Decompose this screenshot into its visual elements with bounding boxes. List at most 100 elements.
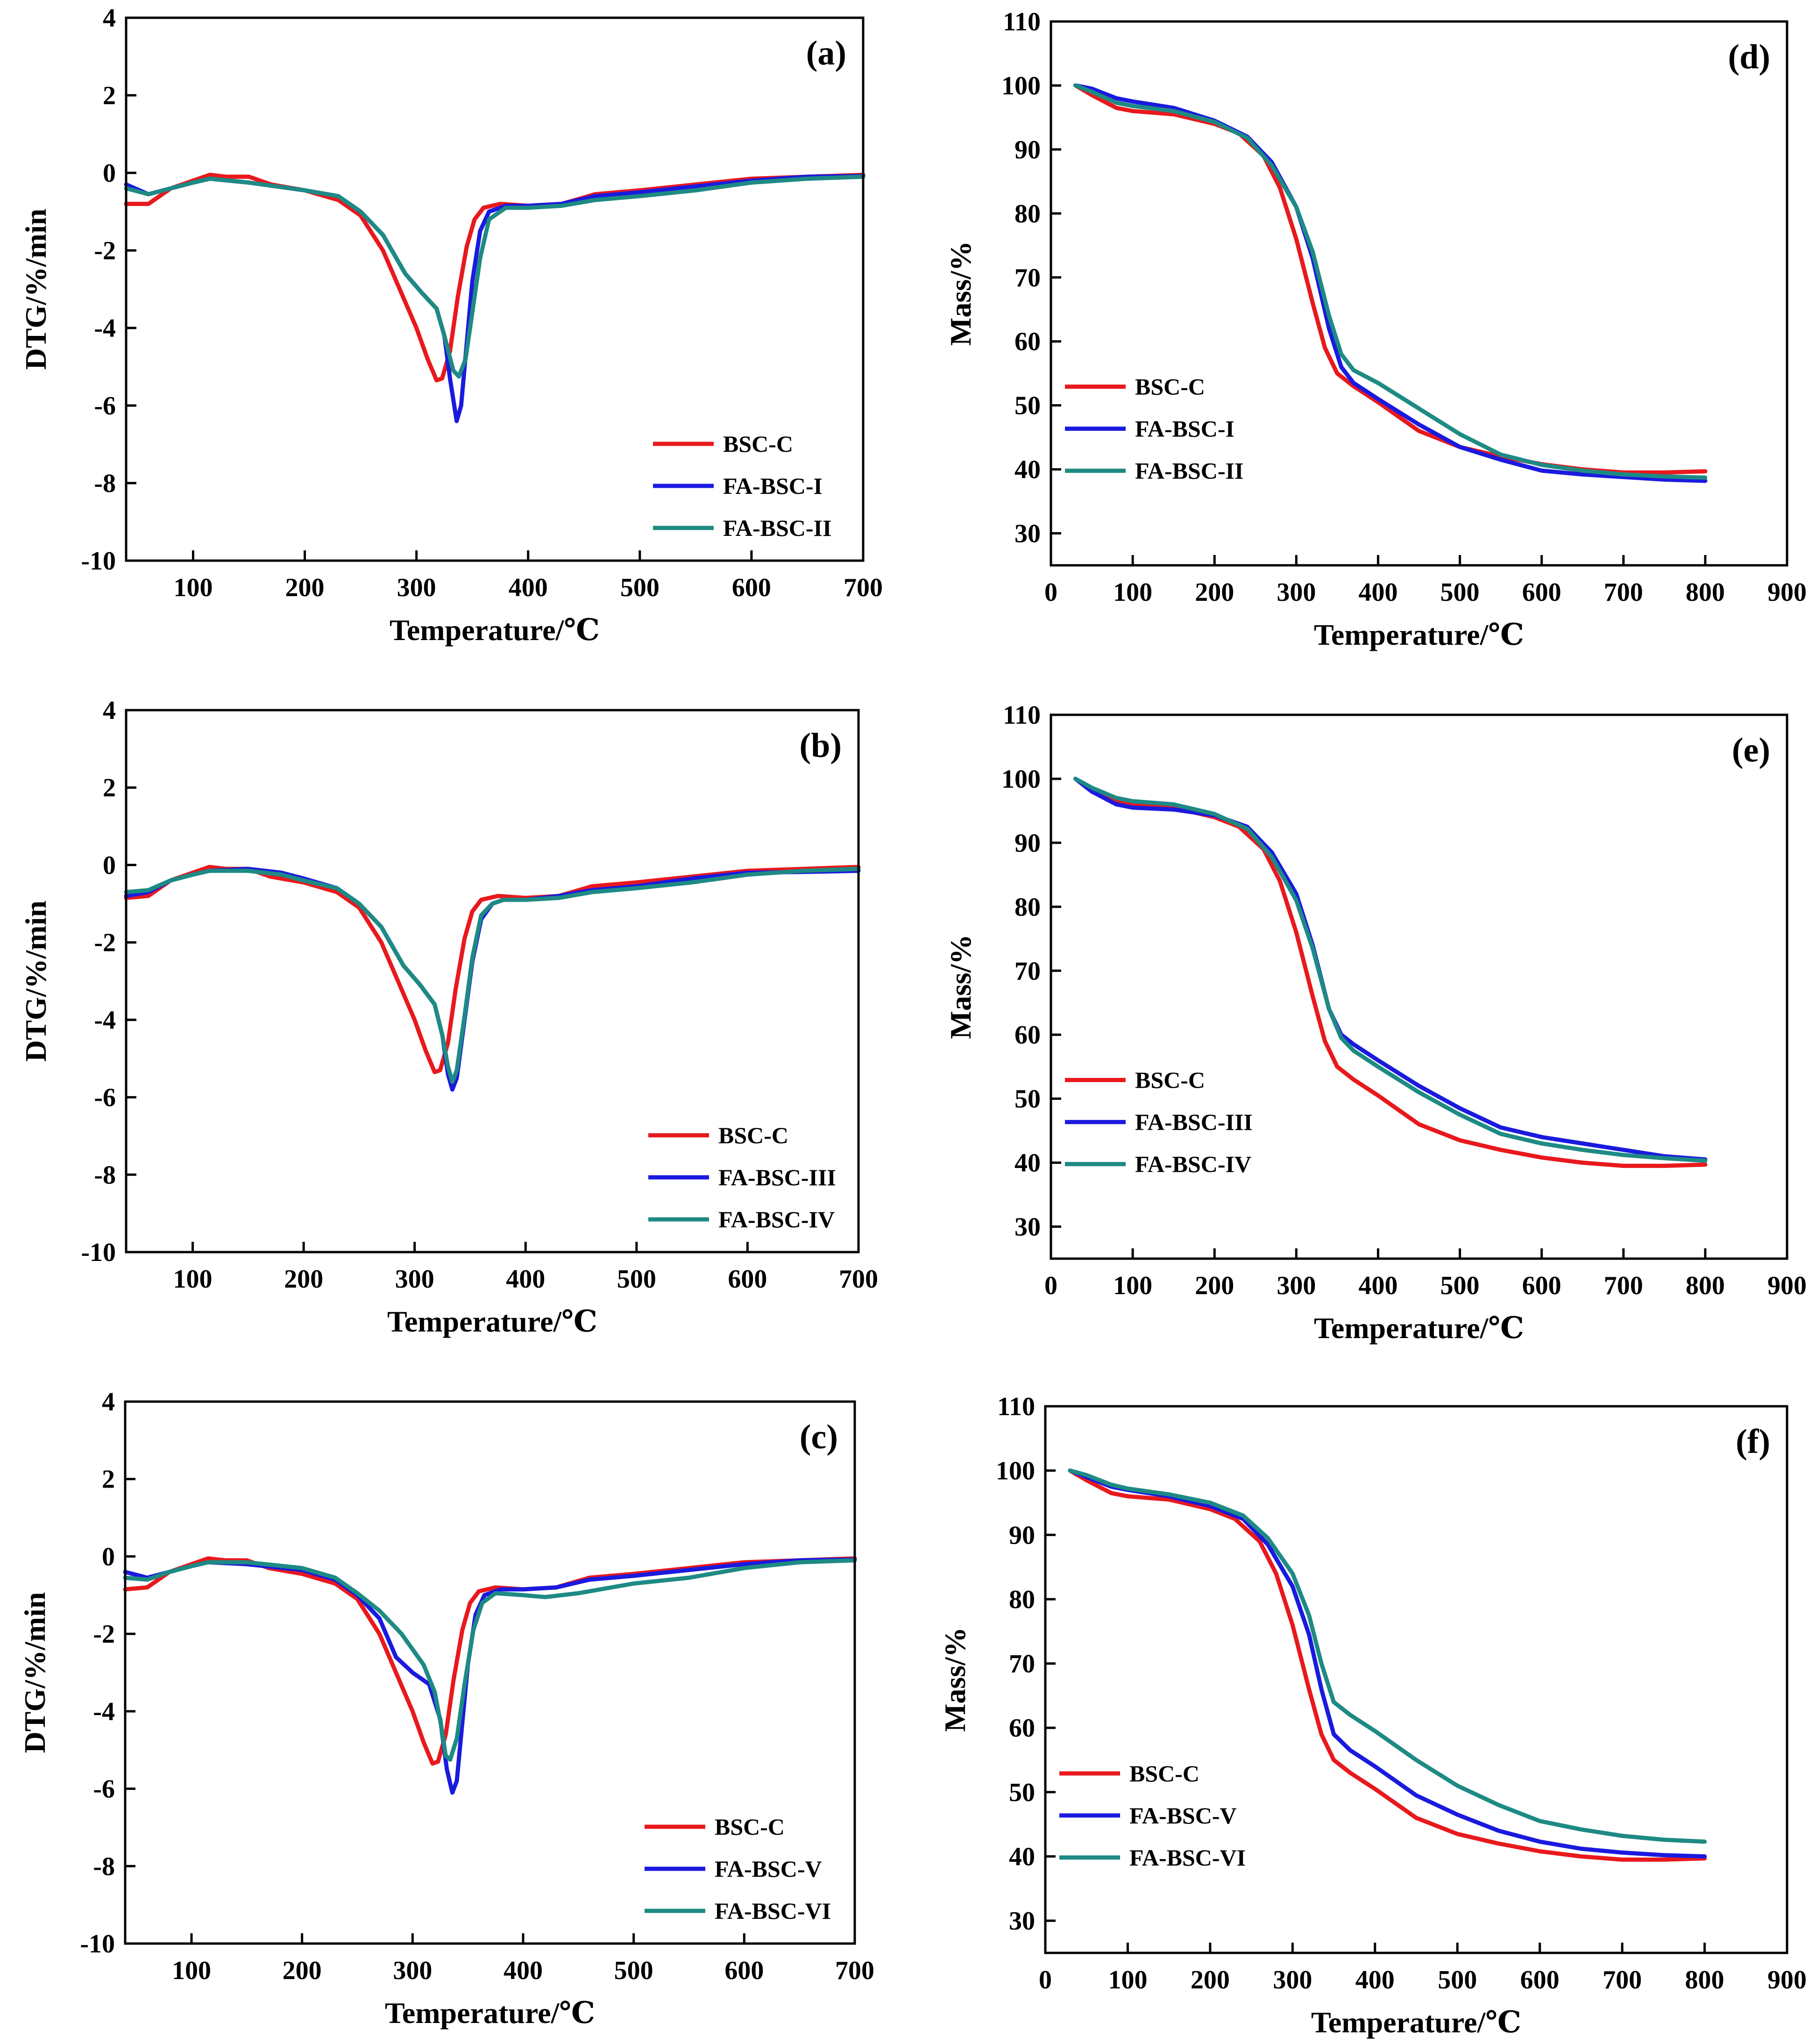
x-tick-label: 100 (1108, 1966, 1147, 1994)
legend-label: BSC-C (718, 1122, 788, 1148)
series-line-f-bsc-c (1068, 1468, 1707, 1862)
y-tick-label: -8 (94, 469, 116, 498)
y-tick-label: -2 (94, 236, 116, 265)
x-tick-label: 200 (1195, 1271, 1234, 1300)
legend-label: BSC-C (1135, 1067, 1205, 1093)
y-tick-label: 80 (1014, 893, 1041, 922)
y-tick-label: 4 (102, 1388, 115, 1417)
y-tick-label: 90 (1014, 829, 1041, 858)
x-tick-label: 700 (835, 1956, 874, 1985)
x-axis-label: Temperature/℃ (387, 1305, 597, 1338)
x-tick-label: 500 (614, 1956, 653, 1985)
legend-label: FA-BSC-V (715, 1856, 822, 1882)
y-tick-label: 110 (1003, 7, 1041, 36)
series-line-a-bsc-c (124, 172, 865, 383)
plot-frame-e (1050, 713, 1788, 1260)
chart-panel-a: 100 200 300 400 500 600 700 -10 -8 -6 -4 -2 0 2 4 Tempe… (19, 4, 883, 647)
legend-label: FA-BSC-IV (718, 1206, 835, 1232)
x-tick-label: 500 (1440, 1271, 1480, 1300)
y-tick-label: 60 (1009, 1714, 1035, 1743)
x-tick-label: 0 (1039, 1966, 1052, 1994)
legend-label: FA-BSC-IV (1135, 1151, 1251, 1177)
panel-label: (d) (1728, 38, 1770, 76)
x-tick-label: 200 (284, 1265, 323, 1294)
x-tick-label: 900 (1767, 578, 1807, 607)
x-tick-label: 900 (1767, 1966, 1807, 1994)
x-tick-label: 400 (506, 1265, 545, 1294)
y-tick-label: 110 (1003, 701, 1041, 730)
y-axis-label: DTG/%/min (19, 901, 52, 1062)
y-tick-label: 30 (1014, 1213, 1041, 1242)
x-tick-label: 300 (395, 1265, 434, 1294)
panel-label: (b) (800, 726, 842, 765)
x-axis-label: Temperature/℃ (1314, 1311, 1524, 1345)
legend-label: FA-BSC-III (1135, 1109, 1253, 1135)
x-tick-label: 100 (173, 573, 213, 602)
plot-frame-b (125, 709, 860, 1253)
legend-b: BSC-C FA-BSC-III FA-BSC-IV (648, 1122, 836, 1232)
series-line-b-fa-bsc-iv (124, 867, 861, 1084)
y-tick-label: 90 (1014, 135, 1041, 164)
x-tick-label: 600 (1522, 1271, 1561, 1300)
x-tick-label: 100 (173, 1265, 213, 1294)
y-tick-label: 4 (103, 696, 116, 725)
x-tick-label: 400 (504, 1956, 543, 1985)
y-axis-label: Mass/% (938, 1627, 972, 1732)
chart-panel-f: 0 100 200 300 400 500 600 700 800 900 30 40 50 60 70 80… (938, 1392, 1807, 2039)
x-axis-label: Temperature/℃ (385, 1996, 595, 2030)
x-tick-label: 300 (393, 1956, 432, 1985)
x-tick-label: 800 (1686, 578, 1725, 607)
series-line-c-bsc-c (123, 1556, 857, 1766)
x-tick-label: 800 (1686, 1271, 1725, 1300)
legend-label: FA-BSC-II (1135, 458, 1243, 484)
y-tick-label: -6 (94, 392, 116, 420)
x-axis-label: Temperature/℃ (390, 613, 600, 647)
legend-c: BSC-C FA-BSC-V FA-BSC-VI (645, 1814, 831, 1924)
x-tick-label: 200 (283, 1956, 322, 1985)
y-tick-label: 100 (996, 1457, 1035, 1486)
y-tick-label: 4 (103, 4, 116, 33)
y-tick-label: 0 (103, 851, 116, 880)
y-tick-label: 60 (1014, 1021, 1041, 1050)
x-tick-label: 600 (1522, 578, 1561, 607)
series-line-d-fa-bsc-i (1073, 83, 1708, 483)
x-tick-label: 900 (1767, 1271, 1807, 1300)
panel-label: (e) (1732, 731, 1770, 769)
series-line-a-fa-bsc-ii (124, 174, 865, 379)
series-line-e-fa-bsc-iv (1073, 776, 1708, 1163)
x-axis-label: Temperature/℃ (1311, 2006, 1521, 2039)
x-tick-label: 300 (1277, 1271, 1316, 1300)
y-tick-label: 70 (1009, 1650, 1035, 1679)
y-tick-label: 2 (103, 81, 116, 110)
x-tick-label: 0 (1044, 1271, 1057, 1300)
legend-a: BSC-C FA-BSC-I FA-BSC-II (653, 431, 831, 541)
x-tick-label: 400 (1358, 1271, 1397, 1300)
y-tick-label: 70 (1014, 264, 1041, 292)
legend-label: FA-BSC-I (723, 473, 823, 499)
chart-panel-d: 0 100 200 300 400 500 600 700 800 900 30 40 50 60 70 80… (944, 7, 1807, 651)
y-tick-label: 110 (997, 1392, 1035, 1421)
x-tick-label: 700 (1604, 578, 1643, 607)
x-tick-label: 300 (1277, 578, 1316, 607)
y-tick-label: 2 (103, 774, 116, 803)
x-tick-label: 400 (1355, 1966, 1395, 1994)
x-tick-label: 600 (728, 1265, 767, 1294)
x-tick-label: 300 (397, 573, 436, 602)
x-tick-label: 700 (839, 1265, 878, 1294)
series-line-d-bsc-c (1073, 83, 1708, 475)
y-axis-label: Mass/% (944, 241, 977, 346)
x-tick-label: 400 (1358, 578, 1397, 607)
series-line-f-fa-bsc-vi (1068, 1468, 1707, 1844)
plot-frame-a (125, 16, 865, 562)
x-tick-label: 700 (1603, 1966, 1642, 1994)
x-tick-label: 500 (620, 573, 660, 602)
legend-label: FA-BSC-II (723, 515, 831, 541)
x-tick-label: 100 (1113, 578, 1152, 607)
legend-label: FA-BSC-VI (1129, 1845, 1246, 1871)
x-tick-label: 200 (1191, 1966, 1230, 1994)
series-line-e-bsc-c (1073, 776, 1708, 1168)
series-line-c-fa-bsc-vi (123, 1558, 857, 1762)
x-tick-label: 600 (724, 1956, 764, 1985)
x-tick-label: 400 (509, 573, 548, 602)
legend-label: FA-BSC-I (1135, 416, 1234, 442)
